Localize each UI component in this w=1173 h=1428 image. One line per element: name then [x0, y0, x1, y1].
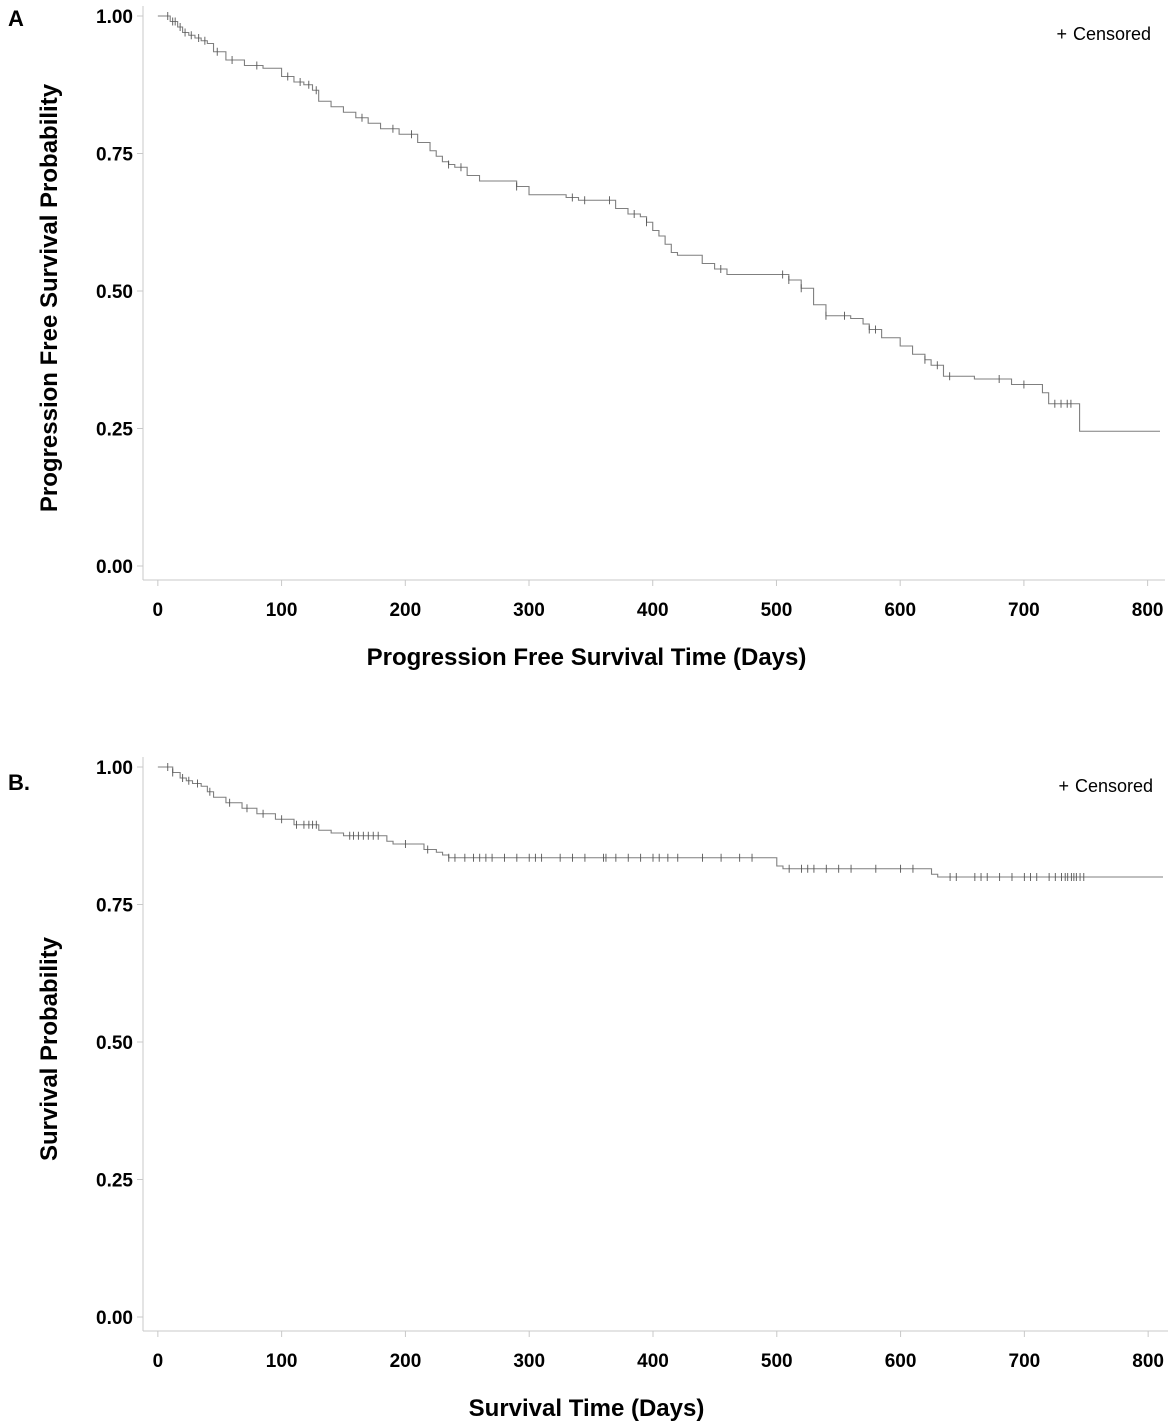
- x-tick-label: 800: [1132, 1351, 1164, 1372]
- legend-label: Censored: [1072, 24, 1151, 44]
- panel-b: B. 0.00 0.25 0.50 0.75 1.00 0 100 200 300 400 500 6…: [0, 740, 1173, 1428]
- censor-mark-icon: +: [1058, 776, 1069, 796]
- x-axis-label: Progression Free Survival Time (Days): [366, 644, 807, 671]
- pfs-plot: 0.00 0.25 0.50 0.75 1.00 0 100 200 300 400 500 600 7…: [96, 6, 1165, 621]
- x-tick-label: 700: [1009, 1351, 1041, 1372]
- y-tick-label: 0.25: [96, 1171, 133, 1192]
- y-tick-label: 0.50: [96, 282, 133, 303]
- x-tick-label: 100: [266, 1351, 298, 1372]
- x-tick-label: 200: [390, 1351, 422, 1372]
- y-tick-label: 0.50: [96, 1033, 133, 1054]
- legend-censored: + Censored: [1056, 24, 1151, 45]
- x-tick-label: 0: [153, 600, 164, 621]
- x-tick-label: 800: [1132, 600, 1164, 621]
- x-tick-label: 500: [761, 600, 793, 621]
- survival-curve: [157, 15, 1160, 432]
- legend-label: Censored: [1074, 776, 1153, 796]
- x-tick-label: 400: [637, 600, 669, 621]
- x-tick-label: 600: [884, 600, 916, 621]
- y-tick-label: 1.00: [96, 7, 133, 28]
- panel-label: A: [8, 6, 24, 31]
- x-tick-label: 200: [389, 600, 421, 621]
- x-tick-label: 400: [637, 1351, 669, 1372]
- x-tick-label: 0: [153, 1351, 164, 1372]
- panel-a: A 0.00 0.25 0.50 0.75 1.00 0 100 200 300 400 500 60…: [0, 0, 1173, 700]
- os-plot: 0.00 0.25 0.50 0.75 1.00 0 100 200 300 400 500 600 7…: [96, 757, 1168, 1372]
- y-axis-label: Progression Free Survival Probability: [36, 83, 64, 513]
- panel-label: B.: [8, 770, 30, 795]
- x-axis-label: Survival Time (Days): [468, 1395, 705, 1422]
- y-tick-label: 0.25: [96, 420, 133, 441]
- y-axis-label: Survival Probability: [36, 936, 64, 1162]
- y-tick-label: 0.75: [96, 896, 133, 917]
- y-tick-label: 0.75: [96, 145, 133, 166]
- survival-curve: [157, 766, 1163, 878]
- censor-mark-icon: +: [1056, 24, 1067, 44]
- y-tick-label: 0.00: [96, 1308, 133, 1329]
- y-tick-label: 1.00: [96, 758, 133, 779]
- x-tick-label: 700: [1008, 600, 1040, 621]
- x-tick-label: 500: [761, 1351, 793, 1372]
- x-tick-label: 300: [513, 600, 545, 621]
- y-tick-label: 0.00: [96, 557, 133, 578]
- legend-censored: + Censored: [1058, 776, 1153, 797]
- x-tick-label: 600: [885, 1351, 917, 1372]
- x-tick-label: 100: [266, 600, 298, 621]
- x-tick-label: 300: [513, 1351, 545, 1372]
